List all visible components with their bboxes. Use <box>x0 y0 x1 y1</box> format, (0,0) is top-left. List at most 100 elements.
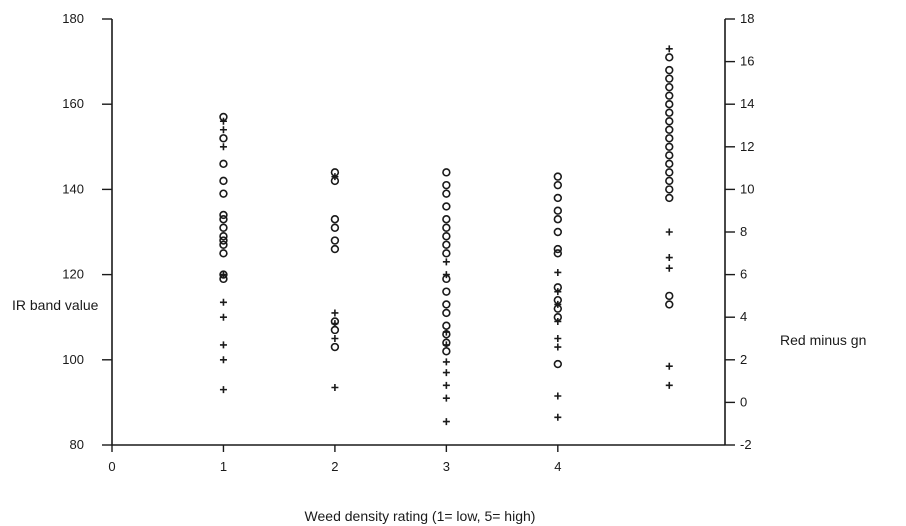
data-point-plus <box>219 386 227 394</box>
data-point-plus <box>442 328 450 336</box>
chart-axes <box>111 19 726 446</box>
data-point-plus <box>219 298 227 306</box>
y-axis-title-left: IR band value <box>12 297 99 313</box>
data-point-plus <box>442 369 450 377</box>
data-point-circle <box>665 65 674 75</box>
data-point-plus <box>554 317 562 325</box>
data-point-plus <box>554 343 562 351</box>
data-point-plus <box>442 418 450 426</box>
data-point-plus <box>665 228 673 236</box>
data-point-circle <box>442 321 451 330</box>
data-point-circle <box>219 215 228 224</box>
data-point-plus <box>331 173 339 181</box>
y-right-tick-label: 8 <box>740 224 747 239</box>
data-point-circle <box>665 134 674 143</box>
data-point-circle <box>219 249 228 258</box>
data-point-circle <box>665 108 674 117</box>
data-point-circle <box>442 347 451 356</box>
data-point-plus <box>665 381 673 389</box>
y-right-tick-label: 10 <box>740 181 754 196</box>
data-point-circle <box>442 180 451 190</box>
data-point-plus <box>442 341 450 349</box>
data-point-plus <box>219 117 227 125</box>
y-left-tick-label: 80 <box>70 437 84 452</box>
data-point-circle <box>665 151 674 160</box>
data-point-circle <box>219 232 228 241</box>
y-right-tick-label: 12 <box>740 139 754 154</box>
data-point-circle <box>553 172 563 181</box>
data-point-circle <box>330 244 340 254</box>
data-point-plus <box>665 264 673 272</box>
data-point-circle <box>665 53 674 62</box>
data-point-circle <box>665 117 674 126</box>
data-point-circle <box>665 291 674 301</box>
data-point-circle <box>219 134 228 143</box>
x-tick-label: 1 <box>220 459 227 474</box>
y-right-tick-label: 2 <box>740 352 747 367</box>
data-point-circle <box>553 227 563 237</box>
x-tick-label: 4 <box>554 459 561 474</box>
data-point-plus <box>219 341 227 349</box>
data-point-circle <box>219 240 228 249</box>
data-point-circle <box>442 300 451 309</box>
data-point-plus <box>331 320 339 328</box>
data-point-circle <box>553 215 563 224</box>
data-point-circle <box>330 215 340 224</box>
data-point-circle <box>665 159 674 169</box>
data-point-circle <box>219 236 228 245</box>
data-point-circle <box>442 189 451 198</box>
data-point-plus <box>219 271 227 279</box>
x-axis-title: Weed density rating (1= low, 5= high) <box>305 508 536 524</box>
x-tick-label: 0 <box>108 459 115 474</box>
data-point-circle <box>442 223 451 232</box>
data-point-circle <box>219 189 228 198</box>
data-point-circle <box>219 210 228 220</box>
data-point-circle <box>665 176 674 186</box>
data-point-circle <box>665 91 674 100</box>
data-point-circle <box>330 325 340 335</box>
data-point-circle <box>665 193 674 203</box>
data-point-plus <box>554 335 562 342</box>
data-point-plus <box>665 362 673 370</box>
data-point-plus <box>442 381 450 389</box>
data-point-circle <box>665 168 674 177</box>
data-point-circle <box>553 244 563 254</box>
data-point-circle <box>553 359 563 369</box>
data-point-circle <box>553 206 563 215</box>
data-point-plus <box>219 143 227 151</box>
data-point-plus <box>554 300 562 308</box>
data-point-plus <box>665 45 673 53</box>
data-point-circle <box>219 176 228 186</box>
data-point-circle <box>665 185 674 194</box>
data-point-circle <box>442 202 451 211</box>
data-point-circle <box>330 342 340 352</box>
data-point-plus <box>554 288 562 296</box>
data-point-circle <box>665 125 674 134</box>
data-point-circle <box>442 215 451 224</box>
data-point-plus <box>219 356 227 364</box>
data-point-plus <box>331 309 339 317</box>
y-left-tick-label: 100 <box>62 352 84 367</box>
y-right-tick-label: 16 <box>740 54 754 69</box>
y-right-tick-label: -2 <box>740 437 752 452</box>
data-point-circle <box>665 142 674 152</box>
data-point-circle <box>442 232 451 241</box>
y-left-tick-label: 180 <box>62 11 84 26</box>
y-left-tick-label: 160 <box>62 96 84 111</box>
data-point-circle <box>665 82 674 92</box>
y-left-tick-label: 140 <box>62 181 84 196</box>
x-tick-label: 3 <box>443 459 450 474</box>
data-point-plus <box>219 126 227 134</box>
data-point-circle <box>442 240 451 249</box>
y-right-tick-label: 0 <box>740 394 747 409</box>
data-point-plus <box>442 271 450 279</box>
data-point-circle <box>442 249 451 258</box>
data-point-circle <box>330 223 340 232</box>
data-point-circle <box>442 168 451 177</box>
data-point-circle <box>553 180 563 190</box>
data-point-plus <box>554 413 562 421</box>
y-left-tick-label: 120 <box>62 267 84 282</box>
data-point-circle <box>665 74 674 83</box>
